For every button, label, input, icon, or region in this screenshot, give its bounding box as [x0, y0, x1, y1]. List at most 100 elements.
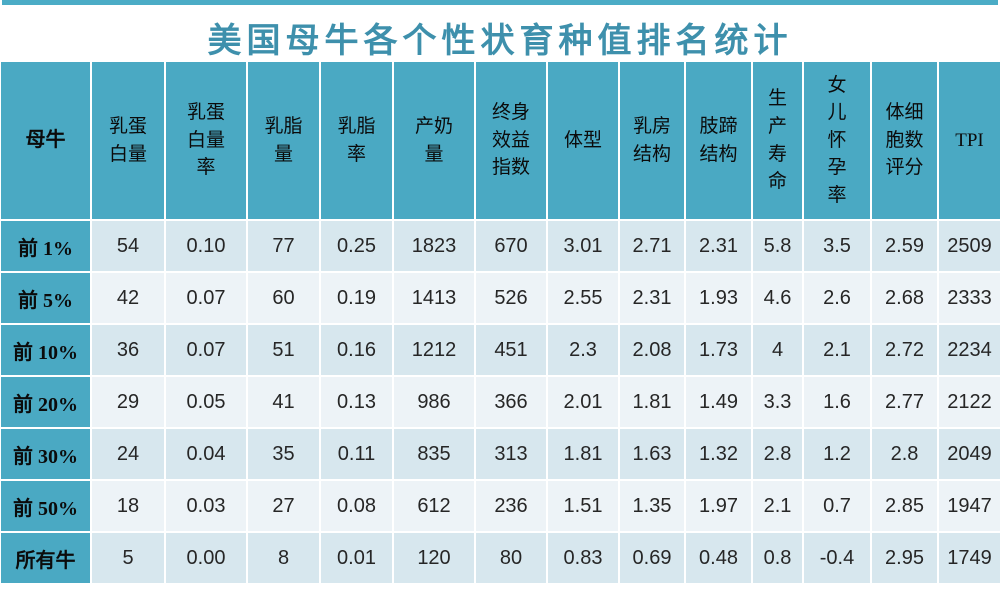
- column-header: 乳脂 量: [248, 62, 319, 219]
- table-cell: 1.2: [804, 429, 870, 479]
- column-header: 生 产 寿 命: [753, 62, 802, 219]
- table-cell: 5: [92, 533, 164, 583]
- table-cell: 1.81: [620, 377, 684, 427]
- table-cell: 0.16: [321, 325, 392, 375]
- table-cell: 1.32: [686, 429, 751, 479]
- table-cell: 24: [92, 429, 164, 479]
- table-cell: 120: [394, 533, 474, 583]
- column-header: TPI: [939, 62, 1000, 219]
- table-cell: 0.69: [620, 533, 684, 583]
- table-cell: 2.59: [872, 221, 937, 271]
- table-cell: 1413: [394, 273, 474, 323]
- row-header: 所有牛: [1, 533, 90, 583]
- table-cell: 2.72: [872, 325, 937, 375]
- column-header: 体型: [548, 62, 618, 219]
- table-cell: 42: [92, 273, 164, 323]
- table-cell: 0.11: [321, 429, 392, 479]
- table-cell: 0.25: [321, 221, 392, 271]
- table-cell: 1.73: [686, 325, 751, 375]
- table-cell: 2333: [939, 273, 1000, 323]
- column-header: 肢蹄 结构: [686, 62, 751, 219]
- table-cell: 4.6: [753, 273, 802, 323]
- row-header: 前 10%: [1, 325, 90, 375]
- table-cell: 670: [476, 221, 546, 271]
- table-cell: -0.4: [804, 533, 870, 583]
- table-cell: 1212: [394, 325, 474, 375]
- table-cell: 366: [476, 377, 546, 427]
- row-header: 前 30%: [1, 429, 90, 479]
- table-cell: 0.07: [166, 273, 246, 323]
- table-cell: 2.71: [620, 221, 684, 271]
- table-cell: 1.93: [686, 273, 751, 323]
- table-cell: 54: [92, 221, 164, 271]
- table-cell: 2.95: [872, 533, 937, 583]
- table-cell: 526: [476, 273, 546, 323]
- table-cell: 2.31: [686, 221, 751, 271]
- table-cell: 1.97: [686, 481, 751, 531]
- table-cell: 8: [248, 533, 319, 583]
- table-cell: 0.04: [166, 429, 246, 479]
- table-cell: 2234: [939, 325, 1000, 375]
- table-cell: 313: [476, 429, 546, 479]
- column-header: 乳脂 率: [321, 62, 392, 219]
- table-cell: 0.00: [166, 533, 246, 583]
- table-cell: 0.48: [686, 533, 751, 583]
- table-cell: 60: [248, 273, 319, 323]
- column-header: 乳蛋 白量 率: [166, 62, 246, 219]
- table-cell: 3.3: [753, 377, 802, 427]
- table-cell: 2049: [939, 429, 1000, 479]
- table-cell: 0.8: [753, 533, 802, 583]
- table-cell: 0.07: [166, 325, 246, 375]
- column-header: 终身 效益 指数: [476, 62, 546, 219]
- row-header: 前 1%: [1, 221, 90, 271]
- table-cell: 1.63: [620, 429, 684, 479]
- table-cell: 1.35: [620, 481, 684, 531]
- column-header: 体细 胞数 评分: [872, 62, 937, 219]
- table-cell: 2.31: [620, 273, 684, 323]
- corner-header-cow: 母牛: [1, 62, 90, 219]
- table-cell: 835: [394, 429, 474, 479]
- table-cell: 36: [92, 325, 164, 375]
- table-cell: 0.7: [804, 481, 870, 531]
- table-cell: 18: [92, 481, 164, 531]
- table-cell: 4: [753, 325, 802, 375]
- table-cell: 0.19: [321, 273, 392, 323]
- table-cell: 2.08: [620, 325, 684, 375]
- table-cell: 0.10: [166, 221, 246, 271]
- table-cell: 2.8: [872, 429, 937, 479]
- top-accent-bar: [2, 0, 998, 5]
- row-header: 前 50%: [1, 481, 90, 531]
- table-cell: 2.55: [548, 273, 618, 323]
- table-cell: 2122: [939, 377, 1000, 427]
- table-cell: 3.5: [804, 221, 870, 271]
- table-cell: 5.8: [753, 221, 802, 271]
- row-header: 前 5%: [1, 273, 90, 323]
- table-cell: 612: [394, 481, 474, 531]
- table-cell: 27: [248, 481, 319, 531]
- table-cell: 2.3: [548, 325, 618, 375]
- table-cell: 0.01: [321, 533, 392, 583]
- table-cell: 2.6: [804, 273, 870, 323]
- table-cell: 2509: [939, 221, 1000, 271]
- table-cell: 77: [248, 221, 319, 271]
- table-cell: 2.8: [753, 429, 802, 479]
- table-cell: 0.03: [166, 481, 246, 531]
- table-cell: 986: [394, 377, 474, 427]
- table-cell: 0.13: [321, 377, 392, 427]
- page-title: 美国母牛各个性状育种值排名统计: [207, 22, 793, 60]
- table-cell: 2.77: [872, 377, 937, 427]
- table-cell: 41: [248, 377, 319, 427]
- table-cell: 236: [476, 481, 546, 531]
- table-cell: 1749: [939, 533, 1000, 583]
- table-cell: 1.81: [548, 429, 618, 479]
- table-cell: 2.01: [548, 377, 618, 427]
- table-cell: 1947: [939, 481, 1000, 531]
- table-cell: 0.05: [166, 377, 246, 427]
- column-header: 产奶 量: [394, 62, 474, 219]
- table-cell: 2.1: [804, 325, 870, 375]
- table-cell: 51: [248, 325, 319, 375]
- table-cell: 3.01: [548, 221, 618, 271]
- table-cell: 0.08: [321, 481, 392, 531]
- table-cell: 35: [248, 429, 319, 479]
